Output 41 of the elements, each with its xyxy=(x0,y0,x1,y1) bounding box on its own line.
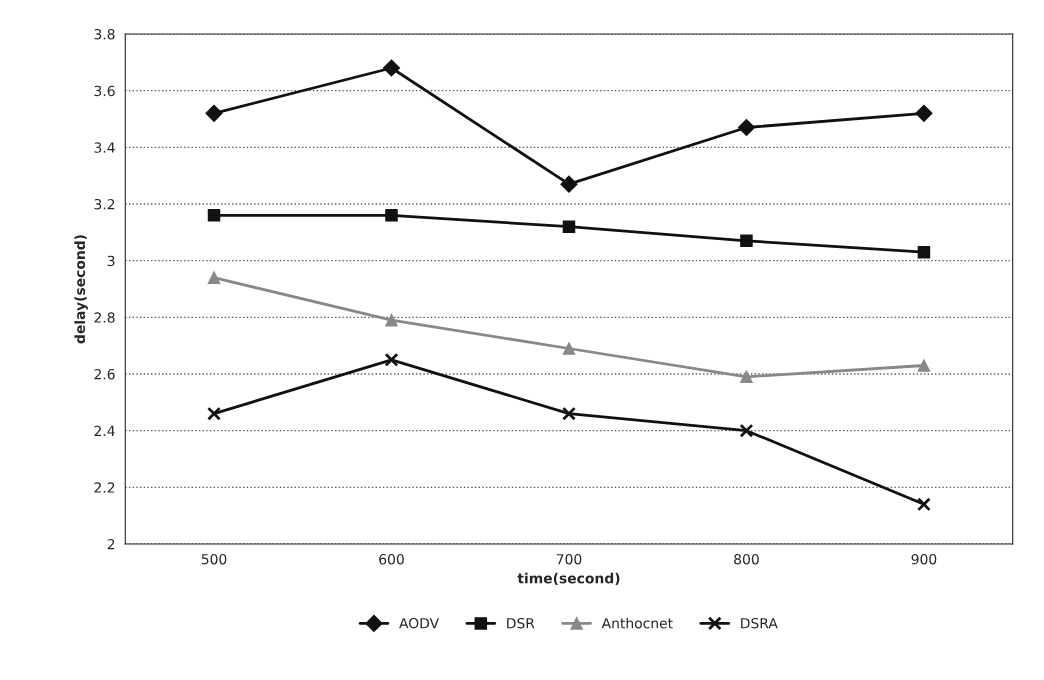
point xyxy=(740,370,753,384)
y-tick-label: 2.2 xyxy=(94,482,115,493)
y-tick-label: 2.6 xyxy=(94,368,115,380)
legend-label: AODV xyxy=(399,617,440,629)
point xyxy=(562,220,576,233)
point xyxy=(916,497,931,512)
y-tick-label: 2.4 xyxy=(94,425,115,436)
point xyxy=(207,406,221,421)
y-tick-label: 2.8 xyxy=(94,312,115,323)
y-tick-label: 3.6 xyxy=(94,85,115,97)
x-tick-label: 500 xyxy=(201,553,227,565)
point xyxy=(560,175,578,193)
legend-label: DSRA xyxy=(741,617,778,629)
point xyxy=(382,59,401,77)
legend-label: Anthocnet xyxy=(601,617,673,629)
y-tick-label: 3.4 xyxy=(94,142,115,153)
point xyxy=(385,313,398,327)
point xyxy=(737,118,756,137)
point xyxy=(739,423,754,438)
x-tick-label: 900 xyxy=(911,553,937,565)
y-axis-title: delay(second) xyxy=(74,235,88,344)
point xyxy=(207,271,221,284)
y-tick-label: 3.2 xyxy=(94,198,115,210)
point xyxy=(205,104,223,122)
point xyxy=(207,209,221,222)
y-tick-label: 3.8 xyxy=(94,28,115,40)
point xyxy=(562,406,576,421)
x-tick-label: 800 xyxy=(734,553,759,565)
x-axis-title: time(second) xyxy=(517,572,620,586)
x-tick-label: 600 xyxy=(379,553,404,565)
y-tick-label: 3 xyxy=(107,255,115,267)
y-tick-label: 2 xyxy=(107,538,115,550)
point xyxy=(740,234,753,248)
point xyxy=(917,245,931,259)
x-tick-label: 700 xyxy=(556,553,582,565)
point xyxy=(917,359,931,372)
legend-label: DSR xyxy=(507,617,535,629)
point xyxy=(384,352,399,367)
point xyxy=(385,209,398,222)
point xyxy=(562,342,576,355)
point xyxy=(915,104,933,122)
